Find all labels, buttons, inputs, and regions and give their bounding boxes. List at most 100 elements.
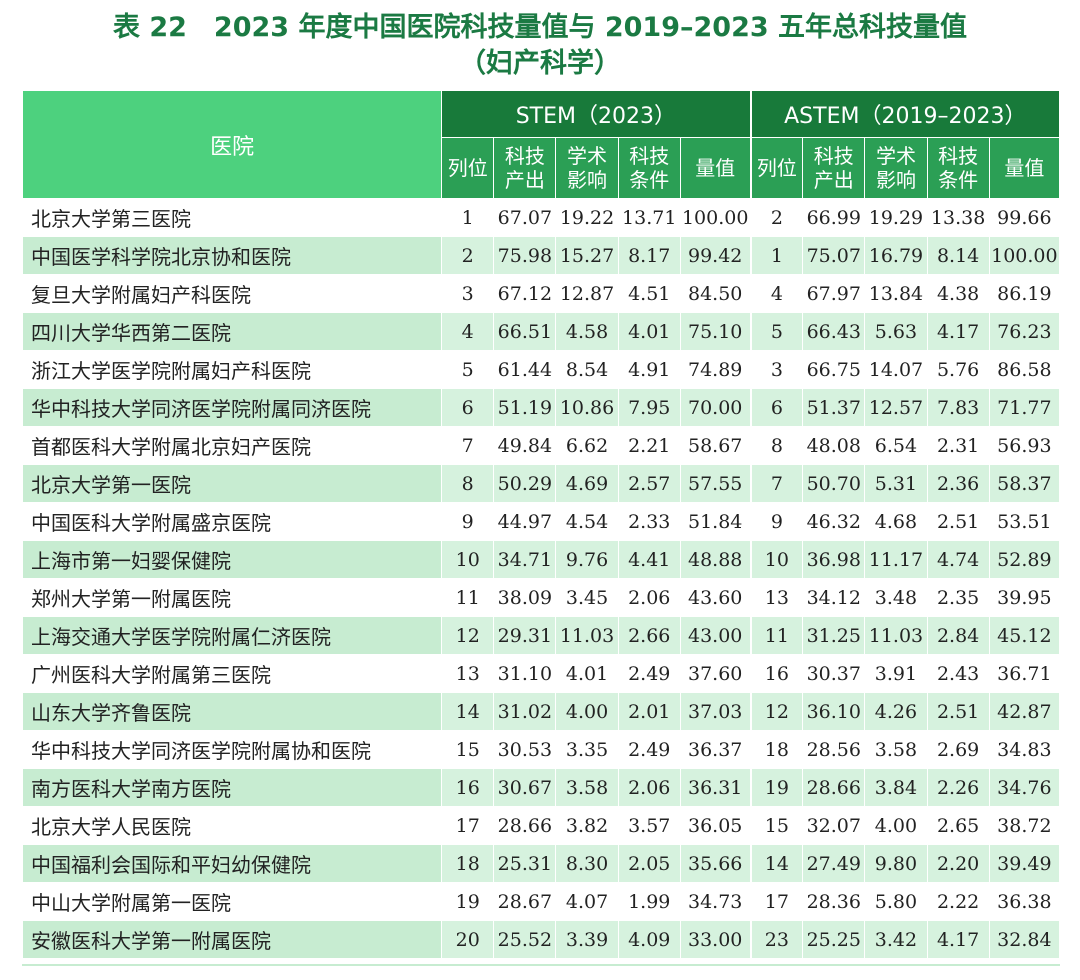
astem-value-cell: 39.49 [988, 844, 1061, 883]
stem-output-cell: 34.71 [493, 540, 557, 579]
subheader-astem-impact: 学术 影响 [864, 137, 928, 199]
hospital-name: 中国医科大学附属盛京医院 [21, 502, 443, 541]
table-row: 山东大学齐鲁医院 14 31.02 4.00 2.01 37.03 12 36.10 4.26 2… [21, 692, 1061, 731]
hospital-name: 复旦大学附属妇产科医院 [21, 274, 443, 313]
astem-condition-cell: 2.69 [926, 730, 990, 769]
stem-rank-cell: 10 [441, 540, 495, 579]
subheader-astem-value: 量值 [988, 137, 1061, 199]
stem-condition-cell: 4.01 [617, 312, 681, 351]
stem-value-cell: 43.00 [679, 616, 752, 655]
stem-output-cell: 66.51 [493, 312, 557, 351]
stem-value-cell: 57.55 [679, 464, 752, 503]
stem-impact-cell: 15.27 [555, 236, 619, 275]
astem-value-cell: 38.72 [988, 806, 1061, 845]
astem-condition-cell: 7.83 [926, 388, 990, 427]
astem-rank-cell: 7 [750, 464, 804, 503]
stem-value-cell: 74.89 [679, 350, 752, 389]
stem-value-cell: 99.42 [679, 236, 752, 275]
hospital-name: 华中科技大学同济医学院附属协和医院 [21, 730, 443, 769]
stem-rank-cell: 8 [441, 464, 495, 503]
astem-condition-cell: 2.84 [926, 616, 990, 655]
stem-impact-cell: 19.22 [555, 198, 619, 237]
stem-value-cell: 75.10 [679, 312, 752, 351]
stem-condition-cell: 2.21 [617, 426, 681, 465]
astem-value-cell: 36.38 [988, 882, 1061, 921]
astem-output-cell: 36.98 [802, 540, 866, 579]
stem-rank-cell: 7 [441, 426, 495, 465]
astem-condition-cell: 2.43 [926, 654, 990, 693]
stem-output-cell: 49.84 [493, 426, 557, 465]
astem-rank-cell: 13 [750, 578, 804, 617]
stem-output-cell: 30.53 [493, 730, 557, 769]
astem-output-cell: 75.07 [802, 236, 866, 275]
stem-impact-cell: 3.82 [555, 806, 619, 845]
astem-impact-cell: 3.58 [864, 730, 928, 769]
stem-value-cell: 36.37 [679, 730, 752, 769]
astem-rank-cell: 3 [750, 350, 804, 389]
astem-output-cell: 28.66 [802, 768, 866, 807]
stem-rank-cell: 4 [441, 312, 495, 351]
astem-value-cell: 76.23 [988, 312, 1061, 351]
stem-impact-cell: 4.07 [555, 882, 619, 921]
table-container: 医院 STEM（2023） ASTEM（2019–2023） 列位 科技 产出 学术影… [21, 90, 1061, 959]
astem-value-cell: 86.58 [988, 350, 1061, 389]
stem-condition-cell: 1.99 [617, 882, 681, 921]
hospital-name: 首都医科大学附属北京妇产医院 [21, 426, 443, 465]
astem-impact-cell: 13.84 [864, 274, 928, 313]
stem-condition-cell: 2.66 [617, 616, 681, 655]
stem-rank-cell: 2 [441, 236, 495, 275]
astem-impact-cell: 5.31 [864, 464, 928, 503]
stem-output-cell: 38.09 [493, 578, 557, 617]
astem-value-cell: 34.76 [988, 768, 1061, 807]
stem-value-cell: 58.67 [679, 426, 752, 465]
table-row: 广州医科大学附属第三医院 13 31.10 4.01 2.49 37.60 16 30.37 3… [21, 654, 1061, 693]
hospital-name: 北京大学人民医院 [21, 806, 443, 845]
table-row: 上海市第一妇婴保健院 10 34.71 9.76 4.41 48.88 10 36.98 11.… [21, 540, 1061, 579]
astem-condition-cell: 4.17 [926, 920, 990, 959]
stem-value-cell: 37.03 [679, 692, 752, 731]
table-row: 浙江大学医学院附属妇产科医院 5 61.44 8.54 4.91 74.89 3 66.75 1… [21, 350, 1061, 389]
astem-value-cell: 34.83 [988, 730, 1061, 769]
stem-impact-cell: 4.69 [555, 464, 619, 503]
astem-condition-cell: 2.20 [926, 844, 990, 883]
astem-condition-cell: 4.17 [926, 312, 990, 351]
stem-value-cell: 70.00 [679, 388, 752, 427]
table-row: 郑州大学第一附属医院 11 38.09 3.45 2.06 43.60 13 34.12 3.4… [21, 578, 1061, 617]
header-astem-2019-2023: ASTEM（2019–2023） [750, 90, 1060, 138]
astem-value-cell: 56.93 [988, 426, 1061, 465]
stem-impact-cell: 9.76 [555, 540, 619, 579]
astem-rank-cell: 17 [750, 882, 804, 921]
stem-rank-cell: 5 [441, 350, 495, 389]
astem-condition-cell: 8.14 [926, 236, 990, 275]
stem-impact-cell: 4.01 [555, 654, 619, 693]
stem-rank-cell: 18 [441, 844, 495, 883]
table-row: 北京大学第一医院 8 50.29 4.69 2.57 57.55 7 50.70 5.31 2.3… [21, 464, 1061, 503]
astem-rank-cell: 5 [750, 312, 804, 351]
stem-impact-cell: 10.86 [555, 388, 619, 427]
table-row: 安徽医科大学第一附属医院 20 25.52 3.39 4.09 33.00 23 25.25 3… [21, 920, 1061, 959]
stem-output-cell: 67.12 [493, 274, 557, 313]
stem-value-cell: 37.60 [679, 654, 752, 693]
table-row: 中山大学附属第一医院 19 28.67 4.07 1.99 34.73 17 28.36 5.8… [21, 882, 1061, 921]
hospital-name: 上海市第一妇婴保健院 [21, 540, 443, 579]
stem-rank-cell: 9 [441, 502, 495, 541]
stem-condition-cell: 2.05 [617, 844, 681, 883]
subheader-astem-condition: 科技 条件 [926, 137, 990, 199]
stem-rank-cell: 20 [441, 920, 495, 959]
ranking-table: 医院 STEM（2023） ASTEM（2019–2023） 列位 科技 产出 学术影… [21, 90, 1061, 959]
stem-value-cell: 36.05 [679, 806, 752, 845]
hospital-name: 北京大学第三医院 [21, 198, 443, 237]
stem-output-cell: 67.07 [493, 198, 557, 237]
table-row: 南方医科大学南方医院 16 30.67 3.58 2.06 36.31 19 28.66 3.8… [21, 768, 1061, 807]
hospital-name: 安徽医科大学第一附属医院 [21, 920, 443, 959]
table-row: 华中科技大学同济医学院附属协和医院 15 30.53 3.35 2.49 36.37 18 2… [21, 730, 1061, 769]
astem-output-cell: 48.08 [802, 426, 866, 465]
astem-impact-cell: 14.07 [864, 350, 928, 389]
astem-output-cell: 66.43 [802, 312, 866, 351]
table-row: 中国福利会国际和平妇幼保健院 18 25.31 8.30 2.05 35.66 14 27.4… [21, 844, 1061, 883]
stem-output-cell: 25.31 [493, 844, 557, 883]
stem-rank-cell: 19 [441, 882, 495, 921]
astem-condition-cell: 2.22 [926, 882, 990, 921]
subheader-astem-rank: 列位 [750, 137, 804, 199]
astem-value-cell: 42.87 [988, 692, 1061, 731]
